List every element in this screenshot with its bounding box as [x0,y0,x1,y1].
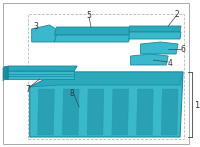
Polygon shape [54,27,131,35]
Text: 4: 4 [168,59,173,67]
Text: 7: 7 [25,85,30,93]
Text: 3: 3 [33,21,38,30]
Text: 5: 5 [87,10,91,20]
Polygon shape [3,66,5,81]
Polygon shape [62,89,79,135]
Polygon shape [131,54,168,65]
Polygon shape [129,26,181,32]
Polygon shape [5,66,77,71]
Text: 6: 6 [181,45,185,54]
Polygon shape [54,35,131,42]
Polygon shape [5,71,74,79]
Polygon shape [140,42,178,54]
Text: 2: 2 [175,10,179,19]
Polygon shape [137,89,153,135]
FancyBboxPatch shape [28,14,184,139]
Polygon shape [129,32,181,39]
Polygon shape [30,72,183,137]
Polygon shape [161,89,178,135]
Text: 1: 1 [194,101,199,110]
FancyBboxPatch shape [3,3,189,144]
Polygon shape [87,89,104,135]
Polygon shape [30,72,183,87]
Polygon shape [32,25,57,42]
Polygon shape [112,89,129,135]
Polygon shape [5,66,8,79]
Polygon shape [38,89,54,135]
Text: 8: 8 [70,88,75,97]
